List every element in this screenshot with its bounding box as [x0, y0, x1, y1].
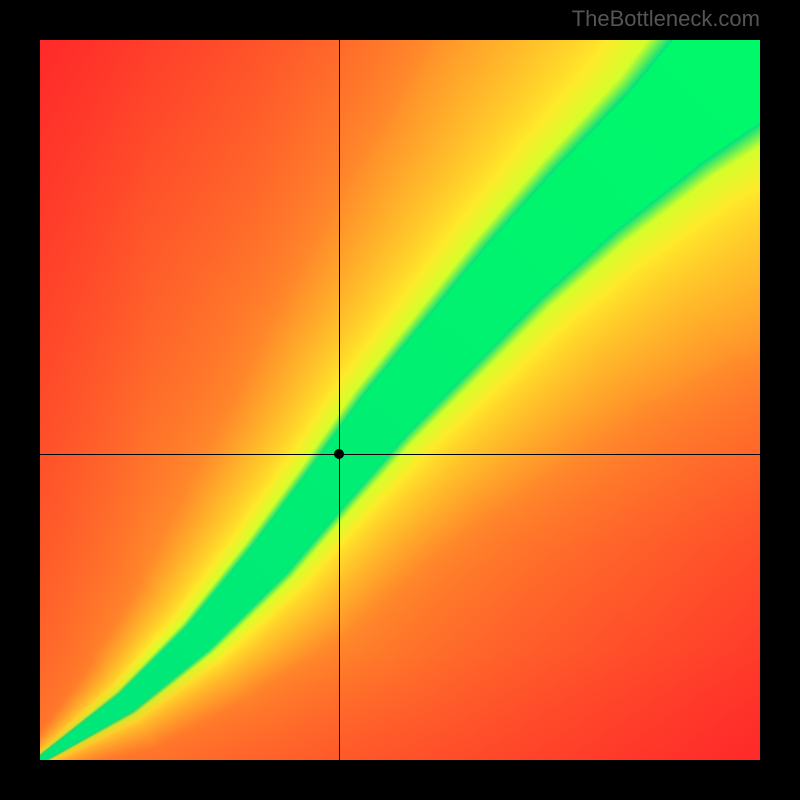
- crosshair-vertical: [339, 40, 340, 760]
- watermark-text: TheBottleneck.com: [572, 6, 760, 32]
- plot-area: [40, 40, 760, 760]
- crosshair-horizontal: [40, 454, 760, 455]
- marker-dot: [334, 449, 344, 459]
- heatmap-canvas: [40, 40, 760, 760]
